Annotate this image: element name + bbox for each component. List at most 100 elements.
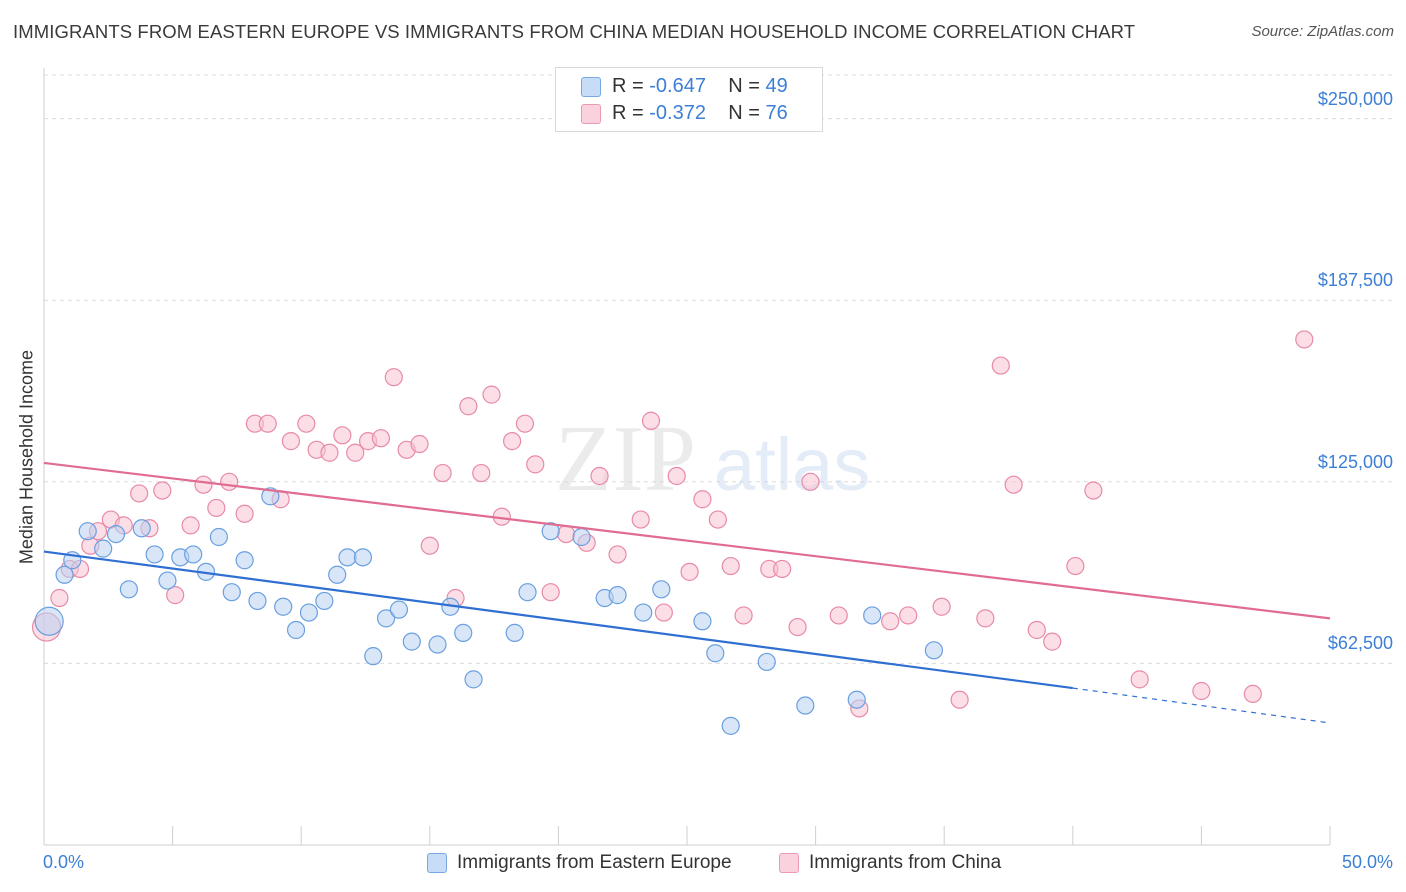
data-point <box>55 565 74 584</box>
trend-line-eastern-europe <box>43 550 1073 690</box>
data-point <box>950 690 969 709</box>
data-point <box>1084 481 1103 500</box>
data-point <box>652 580 671 599</box>
data-point <box>153 481 172 500</box>
axes <box>43 68 1331 846</box>
legend-n-label: N = <box>728 75 766 97</box>
data-point <box>184 545 203 564</box>
data-point <box>505 623 524 642</box>
data-point <box>572 527 591 547</box>
data-point <box>829 606 848 625</box>
legend-swatch-pink <box>581 104 601 124</box>
data-point <box>541 583 560 602</box>
legend-swatch-blue <box>581 77 601 97</box>
data-point <box>801 472 820 491</box>
data-point <box>721 716 740 735</box>
data-point <box>693 490 712 509</box>
data-point <box>222 583 241 602</box>
data-point <box>261 487 280 506</box>
data-point <box>482 385 501 404</box>
data-point <box>634 603 653 622</box>
data-point <box>796 696 815 715</box>
data-point <box>515 414 535 433</box>
data-point <box>899 606 918 625</box>
data-point <box>119 580 138 599</box>
correlation-legend: R = -0.647 N = 49 R = -0.372 N = 76 <box>555 67 823 132</box>
data-point <box>78 522 97 541</box>
source-credit: Source: ZipAtlas.com <box>1251 23 1394 40</box>
legend-r-label: R = <box>612 75 650 97</box>
data-point <box>641 411 661 430</box>
data-point <box>194 475 213 494</box>
bottom-legend-swatch-blue <box>427 853 447 873</box>
data-point <box>526 455 545 474</box>
data-point <box>338 548 357 567</box>
legend-n-label: N = <box>728 102 766 124</box>
legend-r-label: R = <box>612 102 650 124</box>
data-point <box>346 443 365 462</box>
data-point <box>472 463 491 483</box>
y-tick-label: $62,500 <box>1327 633 1393 654</box>
legend-r-value: -0.372 <box>649 102 706 124</box>
data-point <box>258 414 277 433</box>
y-tick-label: $125,000 <box>1317 451 1393 472</box>
data-point <box>410 434 429 454</box>
data-point <box>1027 620 1046 640</box>
data-point <box>320 443 339 462</box>
trend-line-china <box>43 461 1331 620</box>
data-point <box>680 562 699 581</box>
data-point <box>106 524 126 544</box>
data-point <box>220 472 239 491</box>
y-tick-label: $250,000 <box>1317 88 1393 109</box>
chart-title: IMMIGRANTS FROM EASTERN EUROPE VS IMMIGR… <box>13 21 1136 42</box>
data-point <box>757 652 776 672</box>
series-china-points <box>31 330 1314 718</box>
bottom-legend-label: Immigrants from China <box>809 852 1002 873</box>
y-tick-label: $187,500 <box>1317 270 1393 291</box>
data-point <box>693 612 712 631</box>
data-point <box>1066 556 1085 576</box>
watermark-atlas: atlas <box>714 423 870 506</box>
data-point <box>371 429 391 448</box>
data-point <box>518 583 537 602</box>
data-point <box>389 600 409 619</box>
watermark: ZIP atlas <box>555 407 870 511</box>
data-point <box>503 432 522 451</box>
data-point <box>1243 684 1262 704</box>
data-point <box>130 484 149 503</box>
data-point <box>608 586 627 605</box>
data-point <box>281 432 301 451</box>
data-point <box>773 559 792 579</box>
data-point <box>384 368 403 387</box>
data-point <box>297 414 316 433</box>
data-point <box>608 545 627 564</box>
bottom-legend-swatch-pink <box>779 853 799 873</box>
data-point <box>991 356 1010 375</box>
data-point <box>364 647 383 666</box>
data-point <box>50 588 69 608</box>
data-point <box>328 565 347 584</box>
bottom-legend-label: Immigrants from Eastern Europe <box>457 852 732 873</box>
data-point <box>788 617 807 637</box>
gridlines <box>44 74 1393 664</box>
data-point <box>1130 670 1149 689</box>
trend-lines <box>43 461 1331 724</box>
series-eastern-europe-points <box>34 487 944 735</box>
data-point <box>209 527 228 547</box>
data-point <box>248 591 267 611</box>
data-point <box>94 539 113 558</box>
data-point <box>315 591 334 611</box>
x-axis-min-label: 0.0% <box>43 852 85 872</box>
data-point <box>847 690 866 709</box>
data-point <box>1192 681 1211 701</box>
data-point <box>274 597 293 616</box>
data-point <box>1043 632 1062 651</box>
data-point <box>420 536 439 555</box>
data-point <box>158 571 177 590</box>
data-point <box>590 466 609 486</box>
data-point <box>286 620 306 640</box>
data-point <box>459 397 478 416</box>
data-point <box>402 632 421 651</box>
data-point <box>734 606 753 625</box>
